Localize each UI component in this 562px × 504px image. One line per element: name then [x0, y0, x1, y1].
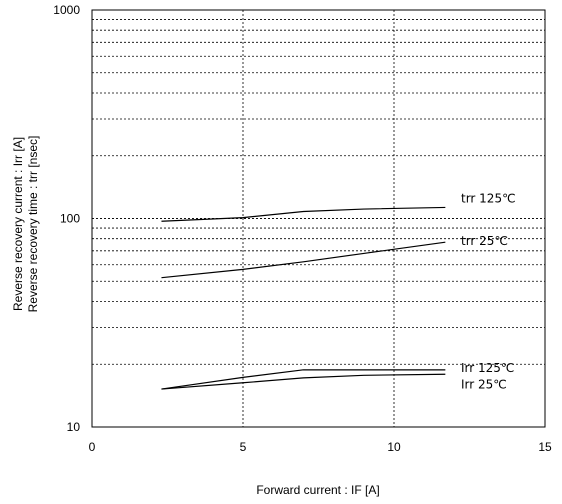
x-axis-label: Forward current : IF [A] — [256, 483, 379, 497]
series-line — [161, 369, 446, 390]
x-tick-label: 15 — [538, 440, 552, 454]
series-line — [161, 373, 446, 390]
y-axis-label-irr: Reverse recovery current : Irr [A] — [11, 137, 25, 311]
series-label: trr 125℃ — [461, 191, 516, 205]
series-line — [161, 206, 446, 222]
series-label: trr 25℃ — [461, 234, 508, 248]
x-tick-label: 10 — [387, 440, 401, 454]
grid — [92, 10, 545, 427]
x-tick-label: 5 — [240, 440, 247, 454]
y-tick-label: 1000 — [53, 3, 80, 17]
y-tick-label: 100 — [60, 212, 80, 226]
axis-ticks: 0 5 10 15 10 100 1000 — [53, 3, 552, 454]
y-axis-label-trr: Reverse recovery time : trr [nsec] — [26, 136, 40, 313]
y-tick-label: 10 — [67, 420, 81, 434]
series-labels: trr 125℃ trr 25℃ Irr 125℃ Irr 25℃ — [461, 191, 516, 391]
series-label: Irr 25℃ — [461, 377, 507, 391]
series-line — [161, 241, 446, 279]
plot-frame — [91, 9, 546, 428]
x-tick-label: 0 — [89, 440, 96, 454]
series-label: Irr 125℃ — [461, 361, 514, 375]
series-lines — [161, 206, 446, 390]
